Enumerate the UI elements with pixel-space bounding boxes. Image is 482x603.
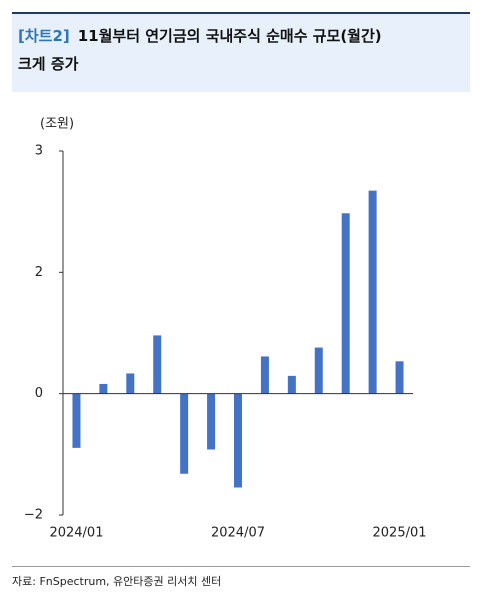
bar — [260, 356, 269, 394]
unit-label: (조원) — [40, 117, 74, 132]
header-tag: [차트2] — [18, 27, 70, 45]
bar — [234, 393, 242, 488]
bar — [287, 375, 296, 394]
source: 자료: FnSpectrum, 유안타증권 리서치 센터 — [12, 566, 470, 589]
x-tick-label: 2024/01 — [49, 526, 103, 541]
bar — [368, 190, 377, 394]
bar — [341, 213, 350, 394]
bar — [153, 335, 162, 394]
bar — [395, 361, 404, 394]
header-title: 크게 증가 — [18, 55, 79, 73]
bar — [180, 393, 189, 474]
y-tick-label: −2 — [24, 508, 43, 523]
x-tick-label: 2025/01 — [373, 526, 427, 541]
header: [차트2] 11월부터 연기금의 국내주식 순매수 규모(월간) 크게 증가 — [12, 12, 470, 92]
header-title: 11월부터 연기금의 국내주식 순매수 규모(월간) — [77, 27, 382, 45]
bar — [99, 383, 108, 394]
chart: (조원) −2 0 2 3 2024/01 2024/07 2025/01 — [24, 117, 427, 541]
y-tick-label: 2 — [35, 265, 43, 280]
y-tick-label: 0 — [35, 386, 43, 401]
x-tick-label: 2024/07 — [211, 526, 265, 541]
bar — [72, 393, 81, 448]
bar — [314, 347, 323, 394]
y-tick-label: 3 — [35, 144, 43, 159]
bar — [207, 393, 216, 450]
bar — [126, 373, 135, 394]
